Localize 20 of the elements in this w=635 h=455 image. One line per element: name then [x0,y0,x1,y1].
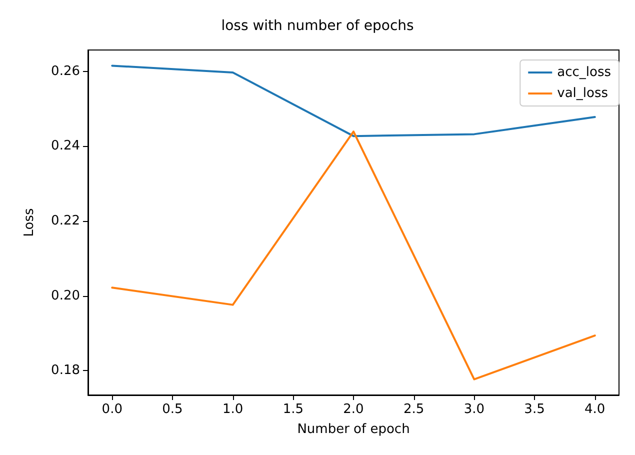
x-tick-label: 3.5 [524,402,545,417]
y-tick-label: 0.26 [51,64,80,79]
x-tick-label: 2.0 [343,402,364,417]
y-tick-label: 0.22 [51,214,80,229]
legend-label: acc_loss [557,65,612,80]
x-tick-label: 2.5 [403,402,424,417]
x-tick-label: 0.5 [162,402,183,417]
y-axis-title: Loss [22,208,37,237]
x-tick-label: 3.0 [464,402,485,417]
y-tick-label: 0.20 [51,288,80,304]
line-series [111,130,596,380]
x-tick-label: 0.0 [102,402,122,417]
x-tick-label: 1.0 [222,402,244,417]
y-tick-label: 0.18 [51,363,80,378]
legend-label: val_loss [557,86,608,101]
x-tick-label: 4.0 [584,402,606,417]
chart-title: loss with number of epochs [221,18,414,34]
x-tick-label: 1.5 [282,402,304,417]
x-axis-title: Number of epoch [297,422,410,437]
y-tick-label: 0.24 [51,138,80,154]
